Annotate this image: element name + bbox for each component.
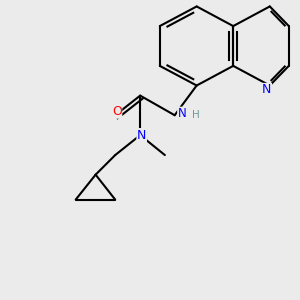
Text: N: N bbox=[178, 107, 187, 120]
Text: H: H bbox=[192, 110, 199, 120]
Text: O: O bbox=[112, 105, 122, 118]
Text: N: N bbox=[137, 129, 146, 142]
Text: N: N bbox=[262, 83, 272, 97]
